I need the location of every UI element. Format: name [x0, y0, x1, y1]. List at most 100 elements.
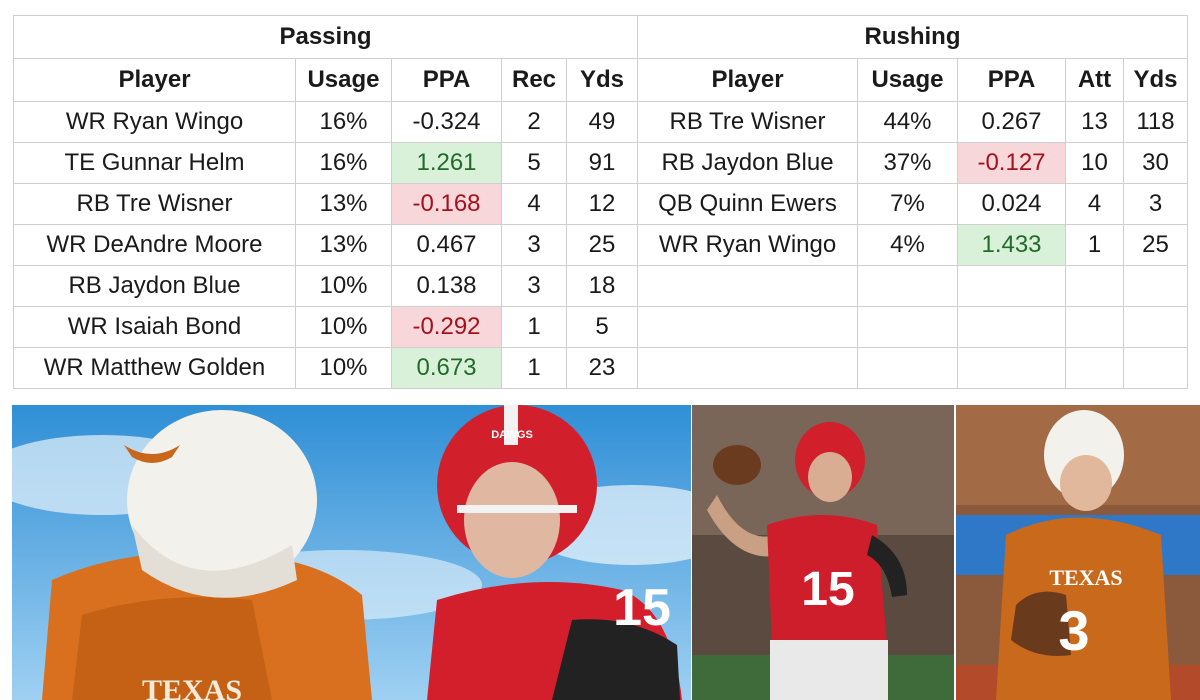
passing-yds-cell: 5 [566, 306, 638, 348]
passing-header-yds: Yds [566, 58, 638, 102]
rushing-header-player: Player [637, 58, 858, 102]
rushing-player-cell: RB Tre Wisner [637, 101, 858, 143]
passing-player-cell: TE Gunnar Helm [13, 142, 296, 184]
passing-ppa-cell: 1.261 [391, 142, 502, 184]
passing-title: Passing [13, 15, 638, 59]
rushing-ppa-cell [957, 265, 1066, 307]
passing-rec-cell: 1 [501, 347, 567, 389]
passing-row: RB Tre Wisner 13% -0.168 4 12 [13, 183, 638, 225]
rushing-title: Rushing [637, 15, 1188, 59]
georgia-quarterback-photo: 15 [692, 405, 954, 700]
rushing-att-cell [1065, 306, 1124, 348]
passing-yds-cell: 18 [566, 265, 638, 307]
rushing-row: QB Quinn Ewers 7% 0.024 4 3 [637, 183, 1188, 225]
texas-photo-wordmark: TEXAS [1049, 565, 1122, 590]
rushing-usage-cell [857, 306, 958, 348]
rushing-yds-cell [1123, 347, 1188, 389]
rushing-att-cell [1065, 265, 1124, 307]
passing-header-player: Player [13, 58, 296, 102]
passing-player-cell: WR Isaiah Bond [13, 306, 296, 348]
main-photo-wordmark: TEXAS [142, 674, 242, 700]
passing-yds-cell: 25 [566, 224, 638, 266]
rushing-ppa-cell [957, 306, 1066, 348]
rushing-row: WR Ryan Wingo 4% 1.433 1 25 [637, 224, 1188, 266]
rushing-player-cell [637, 306, 858, 348]
passing-row: WR Isaiah Bond 10% -0.292 1 5 [13, 306, 638, 348]
rushing-header-usage: Usage [857, 58, 958, 102]
passing-usage-cell: 10% [295, 265, 392, 307]
passing-row: TE Gunnar Helm 16% 1.261 5 91 [13, 142, 638, 184]
rushing-yds-cell: 118 [1123, 101, 1188, 143]
passing-rec-cell: 4 [501, 183, 567, 225]
rushing-usage-cell: 4% [857, 224, 958, 266]
passing-usage-cell: 13% [295, 224, 392, 266]
rushing-usage-cell: 37% [857, 142, 958, 184]
rushing-table: Rushing Player Usage PPA Att Yds RB Tre … [637, 15, 1188, 389]
passing-ppa-cell: 0.467 [391, 224, 502, 266]
passing-player-cell: WR DeAndre Moore [13, 224, 296, 266]
rushing-player-cell: QB Quinn Ewers [637, 183, 858, 225]
passing-ppa-cell: -0.324 [391, 101, 502, 143]
passing-header-rec: Rec [501, 58, 567, 102]
passing-player-cell: WR Matthew Golden [13, 347, 296, 389]
passing-usage-cell: 10% [295, 347, 392, 389]
passing-header-ppa: PPA [391, 58, 502, 102]
passing-rec-cell: 2 [501, 101, 567, 143]
rushing-row: RB Jaydon Blue 37% -0.127 10 30 [637, 142, 1188, 184]
rushing-player-cell: WR Ryan Wingo [637, 224, 858, 266]
passing-usage-cell: 13% [295, 183, 392, 225]
passing-rec-cell: 3 [501, 265, 567, 307]
rushing-header-ppa: PPA [957, 58, 1066, 102]
passing-row: WR DeAndre Moore 13% 0.467 3 25 [13, 224, 638, 266]
rushing-row [637, 265, 1188, 307]
rushing-yds-cell: 30 [1123, 142, 1188, 184]
rushing-att-cell: 10 [1065, 142, 1124, 184]
rushing-player-cell: RB Jaydon Blue [637, 142, 858, 184]
passing-row: WR Matthew Golden 10% 0.673 1 23 [13, 347, 638, 389]
passing-header-usage: Usage [295, 58, 392, 102]
passing-ppa-cell: 0.673 [391, 347, 502, 389]
passing-yds-cell: 91 [566, 142, 638, 184]
passing-usage-cell: 16% [295, 142, 392, 184]
rushing-usage-cell [857, 265, 958, 307]
passing-ppa-cell: -0.292 [391, 306, 502, 348]
passing-row: WR Ryan Wingo 16% -0.324 2 49 [13, 101, 638, 143]
texas-vs-georgia-players-photo: DAWGS 15 TEXAS [12, 405, 691, 700]
passing-ppa-cell: -0.168 [391, 183, 502, 225]
passing-usage-cell: 10% [295, 306, 392, 348]
passing-usage-cell: 16% [295, 101, 392, 143]
texas-quarterback-photo: TEXAS 3 [956, 405, 1200, 700]
rushing-player-cell [637, 347, 858, 389]
rushing-row [637, 306, 1188, 348]
texas-photo-jersey-number: 3 [1058, 599, 1089, 662]
passing-ppa-cell: 0.138 [391, 265, 502, 307]
rushing-att-cell: 4 [1065, 183, 1124, 225]
rushing-ppa-cell: 1.433 [957, 224, 1066, 266]
passing-yds-cell: 23 [566, 347, 638, 389]
rushing-yds-cell: 25 [1123, 224, 1188, 266]
rushing-ppa-cell [957, 347, 1066, 389]
rushing-yds-cell [1123, 265, 1188, 307]
rushing-att-cell: 1 [1065, 224, 1124, 266]
rushing-ppa-cell: -0.127 [957, 142, 1066, 184]
passing-player-cell: WR Ryan Wingo [13, 101, 296, 143]
main-photo-jersey-number: 15 [613, 579, 671, 637]
rushing-att-cell [1065, 347, 1124, 389]
rushing-att-cell: 13 [1065, 101, 1124, 143]
rushing-row: RB Tre Wisner 44% 0.267 13 118 [637, 101, 1188, 143]
passing-player-cell: RB Tre Wisner [13, 183, 296, 225]
georgia-photo-jersey-number: 15 [801, 563, 854, 616]
passing-player-cell: RB Jaydon Blue [13, 265, 296, 307]
rushing-ppa-cell: 0.024 [957, 183, 1066, 225]
passing-yds-cell: 49 [566, 101, 638, 143]
rushing-usage-cell: 7% [857, 183, 958, 225]
main-photo-helmet-text: DAWGS [491, 429, 533, 441]
rushing-ppa-cell: 0.267 [957, 101, 1066, 143]
passing-row: RB Jaydon Blue 10% 0.138 3 18 [13, 265, 638, 307]
rushing-header-att: Att [1065, 58, 1124, 102]
rushing-yds-cell [1123, 306, 1188, 348]
passing-rec-cell: 1 [501, 306, 567, 348]
passing-rec-cell: 3 [501, 224, 567, 266]
passing-table: Passing Player Usage PPA Rec Yds WR Ryan… [13, 15, 638, 389]
rushing-player-cell [637, 265, 858, 307]
